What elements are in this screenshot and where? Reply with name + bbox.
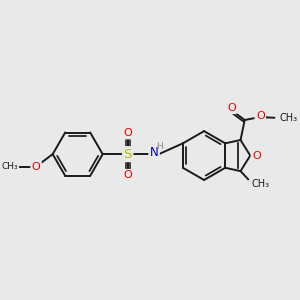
Text: CH₃: CH₃ bbox=[252, 179, 270, 189]
Text: S: S bbox=[124, 148, 132, 161]
Text: O: O bbox=[256, 111, 265, 122]
Text: H: H bbox=[156, 142, 163, 151]
Text: O: O bbox=[252, 151, 261, 160]
Text: CH₃: CH₃ bbox=[279, 113, 297, 123]
Text: CH₃: CH₃ bbox=[1, 162, 18, 171]
Text: O: O bbox=[32, 162, 40, 172]
Text: O: O bbox=[227, 103, 236, 113]
Text: O: O bbox=[123, 128, 132, 138]
Text: O: O bbox=[123, 170, 132, 180]
Text: N: N bbox=[150, 146, 158, 159]
